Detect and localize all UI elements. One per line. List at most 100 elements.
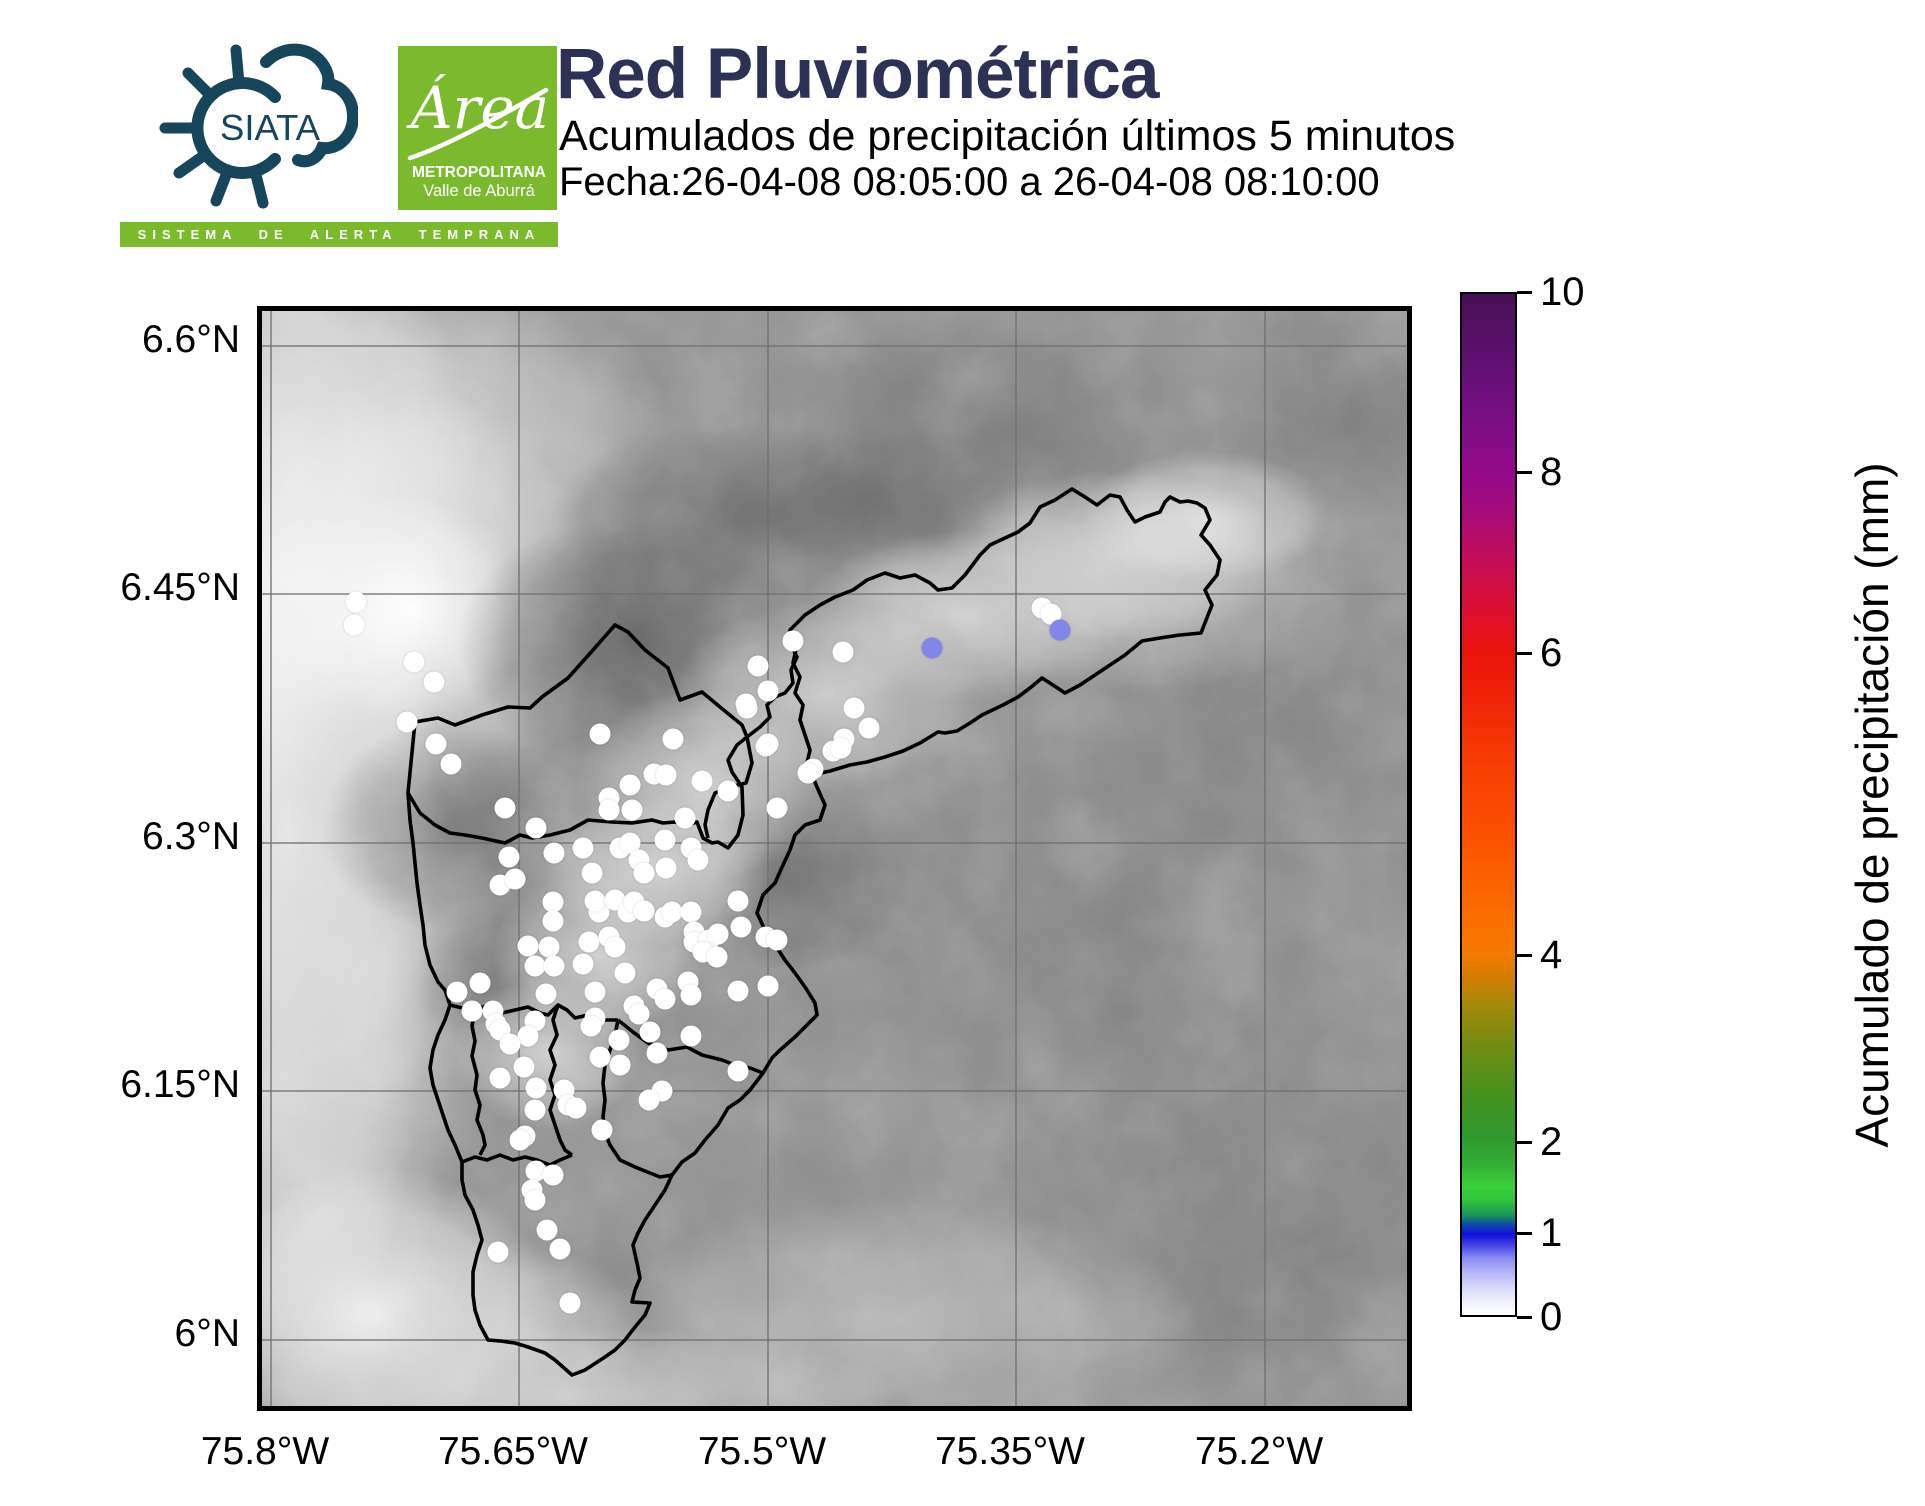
rain-gauge-dot-zero [608,1029,630,1051]
rain-gauge-dot-zero [565,1097,587,1119]
area-logo-swash-icon [407,87,549,161]
rain-gauge-dot-zero [489,1067,511,1088]
gridline [262,593,1407,595]
colorbar-tick-label: 8 [1540,450,1563,494]
rain-gauge-dot-zero [633,862,655,884]
alert-system-banner: SISTEMA DE ALERTA TEMPRANA [120,222,558,247]
colorbar-tick-label: 6 [1540,631,1563,675]
colorbar-tickmark [1517,953,1532,957]
rain-gauge-dot-zero [469,972,491,994]
rain-gauge-dot-zero [604,936,626,958]
rain-gauge-dot-zero [655,857,677,879]
rain-gauge-dot-zero [572,837,594,859]
rain-gauge-dot-zero [549,1238,571,1260]
colorbar-tick-label: 2 [1540,1120,1563,1164]
y-tick-label: 6.6°N [142,318,240,361]
rain-gauge-dot-zero [572,953,594,975]
rain-gauge-layer [262,311,1407,1406]
rain-gauge-dot-zero [633,900,655,922]
rain-gauge-dot-zero [609,1054,631,1076]
rain-gauge-dot-zero [498,846,520,868]
area-logo-script: Área [406,74,550,142]
colorbar-tick-label: 10 [1540,270,1585,314]
rain-gauge-dot-zero [580,1015,602,1037]
rain-gauge-dot-zero [661,901,683,923]
rain-gauge-dot-zero [559,1292,581,1314]
municipality-boundary [548,1004,574,1157]
rain-gauge-dot-zero [766,929,788,951]
rain-gauge-dot-low [921,637,943,659]
rain-gauge-dot-zero [707,923,729,945]
colorbar-tick-label: 1 [1540,1211,1563,1255]
rain-gauge-dot-zero [687,849,709,871]
date-range: Fecha:26-04-08 08:05:00 a 26-04-08 08:10… [559,160,1380,204]
siata-logo-text: SIATA [220,107,320,148]
rain-gauge-dot-zero [584,981,606,1003]
colorbar-tickmark [1517,470,1532,474]
gridline [262,1339,1407,1341]
colorbar-tickmark [1517,290,1532,294]
rain-gauge-dot-zero [499,1033,521,1055]
rain-gauge-dot-zero [638,1089,660,1111]
rain-gauge-dot-zero [619,774,641,796]
rain-gauge-dot-zero [584,890,606,912]
x-tick-label: 75.35°W [934,1430,1085,1473]
siata-logo: SIATA [159,43,358,209]
x-tick-label: 75.65°W [437,1430,588,1473]
rain-gauge-dot-zero [589,1046,611,1068]
rain-gauge-dot-zero [581,862,603,884]
rain-gauge-dot-zero [614,962,636,984]
rain-gauge-dot-zero [727,890,749,912]
rain-gauge-dot-zero [757,680,779,702]
rain-gauge-dot-zero [662,728,684,750]
rain-gauge-dot-zero [646,1042,668,1064]
colorbar [1460,292,1517,1317]
gridline [262,345,1407,347]
rain-gauge-dot-zero [727,1060,749,1082]
rain-gauge-dot-zero [628,1003,650,1025]
colorbar-tick-label: 4 [1540,933,1563,977]
municipality-boundary [406,735,749,850]
page-subtitle: Acumulados de precipitación últimos 5 mi… [559,112,1456,160]
rain-gauge-dot-zero [782,630,804,652]
x-tick-label: 75.2°W [1194,1430,1324,1473]
gridline [262,1090,1407,1092]
rain-gauge-dot-zero [524,955,545,977]
rain-gauge-dot-zero [747,655,769,677]
cloud-icon [260,43,358,168]
rain-gauge-dot-zero [525,1160,547,1182]
colorbar-tickmark [1517,651,1532,655]
rain-gauge-dot-zero [639,1021,661,1042]
rain-gauge-dot-zero [542,1164,564,1186]
area-logo-line2: METROPOLITANA [412,164,546,181]
terrain-hillshade [262,311,1407,1406]
rain-gauge-dot-zero [766,797,788,819]
rain-gauge-dot-zero [517,1025,539,1047]
rain-gauge-dot-zero [654,829,676,851]
gridline [270,311,272,1406]
rain-gauge-dot-zero [487,1241,509,1263]
rain-gauge-dot-zero [706,946,728,968]
rain-gauge-dot-zero [830,737,852,759]
rain-gauge-dot-zero [543,842,565,864]
gridline [767,311,769,1406]
rain-gauge-dot-zero [717,780,739,802]
rain-gauge-dot-zero [343,614,365,636]
rain-gauge-dot-zero [524,1189,545,1211]
rain-gauge-dot-zero [345,591,367,613]
rain-gauge-dot-zero [423,671,445,693]
colorbar-tick-label: 0 [1540,1295,1563,1339]
rain-gauge-dot-zero [525,1077,547,1099]
sun-arc-icon [191,77,281,179]
rain-gauge-dot-zero [727,980,749,1002]
rain-gauge-dot-zero [655,764,677,786]
colorbar-tickmark [1517,1315,1532,1319]
rain-gauge-dot-zero [691,770,713,792]
rain-gauge-dot-zero [578,931,600,953]
rain-gauge-dot-zero [735,693,757,715]
rain-gauge-dot-zero [843,697,865,719]
rain-gauge-dot-zero [654,988,676,1010]
gridline [1264,311,1266,1406]
municipality-boundary [406,487,1222,1377]
rain-gauge-dot-zero [543,955,565,977]
